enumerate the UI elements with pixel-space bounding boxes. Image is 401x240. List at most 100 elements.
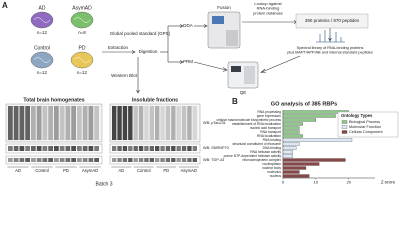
blot-smear [77, 106, 82, 140]
blot-smear [144, 106, 149, 140]
blot-band [181, 146, 187, 151]
blot-smear [82, 106, 88, 140]
category-label: ribonucleoprotein complex [243, 158, 282, 162]
fusion-instrument [207, 11, 241, 49]
step-label: DDA [183, 23, 193, 28]
panel-label: B [232, 97, 238, 106]
x-tick-label: 20 [346, 180, 351, 185]
blot-band [88, 158, 94, 162]
bar [282, 142, 300, 146]
blot-band [160, 158, 165, 162]
blot-band [122, 158, 128, 162]
blot-band [128, 146, 133, 151]
blot-band [144, 146, 149, 151]
blot-smear [171, 106, 176, 140]
blot-title: Total brain homogenates [23, 97, 84, 103]
blot-smear [187, 106, 192, 140]
blot-smear [122, 106, 128, 140]
category-label: nucleic acid transport [250, 126, 281, 130]
bar [282, 114, 336, 118]
blot-band [8, 146, 13, 151]
blot-band [94, 158, 99, 162]
category-label: DNA binding [263, 146, 281, 150]
background [0, 0, 401, 191]
x-axis-label: Z-score [381, 180, 396, 185]
blot-smear [165, 106, 171, 140]
category-label: RNA processing [257, 110, 281, 114]
category-label: RNA binding [263, 138, 281, 142]
wb-label: WB: pTau231 [203, 121, 226, 125]
batch-label: Batch 3 [96, 181, 113, 187]
blot-smear [88, 106, 94, 140]
category-label: RNA helicase activity [250, 150, 281, 154]
lookup-text: Lookup against [254, 1, 282, 6]
blot-frame [109, 155, 201, 165]
bar [282, 166, 307, 170]
database-box [295, 13, 369, 29]
group-n: n=12 [37, 30, 48, 35]
blot-smear [192, 106, 197, 140]
category-label: nucleoplasm [262, 162, 281, 166]
blot-band [31, 146, 36, 151]
instrument-label: Fusion [217, 5, 231, 10]
library-text: plus MAPT/APP/AB and internal standard p… [287, 51, 373, 55]
lookup-text: protein database [253, 10, 284, 15]
blot-band [117, 146, 122, 151]
category-label: nucleolus [267, 170, 281, 174]
spectra-icon [316, 30, 345, 43]
bar [282, 130, 300, 134]
bar [282, 138, 353, 142]
blot-smear [181, 106, 187, 140]
group-name: Control [34, 45, 50, 51]
blot-band [117, 158, 122, 162]
blot-title: Insoluble fractions [132, 97, 178, 103]
blot-smear [19, 106, 25, 140]
blot-band [133, 158, 138, 162]
legend-swatch [341, 130, 348, 134]
blot-band [165, 158, 171, 162]
legend-label: Cellular Component [349, 130, 384, 134]
blot-band [149, 158, 154, 162]
blot-band [59, 146, 65, 151]
lane-label: Control [35, 168, 49, 173]
wb-label: WB: TDP-43 [203, 158, 224, 162]
step-label: Extraction [108, 45, 129, 50]
step-label: Digestion [139, 49, 158, 54]
blot-band [71, 146, 76, 151]
blot-band [59, 158, 65, 162]
blot-band [42, 146, 48, 151]
library-text: Spectral library of RNA-binding proteins [297, 46, 364, 50]
blot-smear [160, 106, 165, 140]
blot-band [155, 158, 160, 162]
lookup-text: RNA-binding [257, 6, 280, 11]
blot-band [54, 146, 59, 151]
bar [282, 158, 346, 162]
blot-band [112, 158, 117, 162]
category-label: cellular macromolecule biosynthetic proc… [216, 118, 281, 122]
blot-band [31, 158, 36, 162]
blot-band [192, 146, 197, 151]
qe-instrument [227, 61, 259, 89]
bar [282, 126, 300, 130]
blot-band [128, 158, 133, 162]
blot-band [192, 158, 197, 162]
group-n: n=8 [78, 30, 86, 35]
blot-smear [155, 106, 160, 140]
blot-band [149, 146, 154, 151]
blot-band [13, 158, 19, 162]
bar [282, 122, 303, 126]
blot-band [155, 146, 160, 151]
group-n: n=12 [77, 70, 88, 75]
blot-frame [5, 155, 103, 165]
blot-band [48, 158, 53, 162]
category-label: purine NTP-dependent helicase activity [224, 154, 282, 158]
blot-band [176, 158, 181, 162]
blot-smear [138, 106, 144, 140]
x-tick-label: 10 [314, 180, 319, 185]
chart-title: GO analysis of 385 RBPs [271, 101, 338, 107]
blot-band [133, 146, 138, 151]
brain-fold [73, 17, 91, 23]
legend-swatch [341, 120, 348, 124]
lane-label: AD [15, 168, 21, 173]
brain-fold [33, 17, 51, 23]
